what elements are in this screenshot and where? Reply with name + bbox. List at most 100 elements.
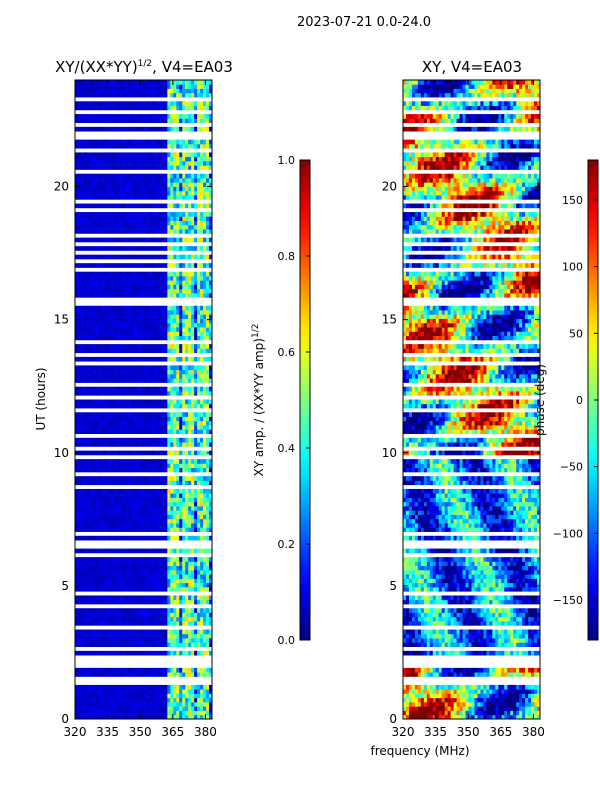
heat-cell [167, 480, 171, 486]
heat-cell [80, 416, 85, 422]
heat-cell [191, 701, 195, 707]
heat-cell [137, 557, 141, 562]
heat-cell [209, 331, 213, 336]
heat-cell [75, 420, 79, 426]
heat-cell [80, 152, 85, 158]
heat-cell [149, 506, 153, 511]
heat-cell [191, 612, 195, 618]
heat-cell [197, 667, 201, 673]
heat-cell [98, 284, 103, 290]
heat-cell [188, 369, 192, 375]
heat-cell [116, 348, 121, 354]
heat-cell [83, 390, 88, 396]
heat-cell [206, 569, 210, 575]
heat-cell [107, 182, 112, 187]
heat-cell [203, 182, 207, 187]
heat-cell [158, 582, 162, 588]
heat-cell [155, 523, 159, 528]
heat-cell [197, 633, 201, 639]
heat-cell [101, 574, 106, 579]
heat-cell [122, 284, 127, 290]
heat-cell [200, 327, 204, 332]
heat-cell [146, 186, 150, 192]
heat-cell [164, 186, 168, 192]
heat-cell [119, 561, 124, 567]
heat-cell [167, 101, 171, 106]
heat-cell [92, 88, 97, 94]
heat-cell [161, 177, 165, 183]
heat-cell [131, 684, 135, 690]
heat-cell [158, 693, 162, 699]
heat-cell [185, 412, 189, 417]
heat-cell [146, 177, 150, 183]
heat-cell [152, 476, 156, 481]
heat-cell [119, 442, 124, 447]
heat-cell [83, 569, 88, 575]
heat-cell [95, 105, 100, 111]
heat-cell [92, 667, 97, 673]
heat-cell [137, 701, 141, 707]
heat-cell [80, 263, 85, 268]
heat-cell [107, 642, 112, 647]
heat-cell [164, 327, 168, 332]
heat-cell [179, 280, 183, 285]
heat-cell [194, 88, 198, 94]
heat-cell [149, 275, 153, 281]
heat-cell [209, 105, 213, 111]
heat-cell [155, 263, 159, 268]
heat-cell [104, 246, 109, 251]
heat-cell [161, 480, 165, 486]
heat-cell [161, 229, 165, 234]
heat-cell [116, 386, 121, 392]
heat-cell [194, 186, 198, 192]
heat-cell [188, 322, 192, 328]
heat-cell [104, 488, 109, 494]
heat-cell [158, 390, 162, 396]
heat-cell [98, 548, 103, 554]
heat-cell [143, 684, 147, 690]
heat-cell [107, 442, 112, 447]
heat-cell [77, 165, 82, 170]
heat-cell [92, 595, 97, 601]
heat-cell [89, 284, 94, 290]
heat-cell [203, 280, 207, 285]
heat-cell [80, 548, 85, 554]
heat-cell [179, 399, 183, 405]
heat-cell [152, 156, 156, 162]
heat-cell [125, 493, 130, 498]
heat-cell [194, 412, 198, 417]
heat-cell [194, 263, 198, 268]
heat-cell [185, 595, 189, 601]
heat-cell [128, 143, 132, 149]
heat-cell [80, 310, 85, 315]
heat-cell [104, 152, 109, 158]
heat-cell [86, 488, 91, 494]
heat-cell [125, 173, 130, 179]
heat-cell [134, 92, 138, 98]
heat-cell [77, 714, 82, 720]
heat-cell [149, 582, 153, 588]
heat-cell [194, 420, 198, 426]
heat-cell [137, 467, 141, 473]
heat-cell [75, 416, 79, 422]
heat-cell [146, 114, 150, 119]
heat-cell [200, 442, 204, 447]
heat-cell [146, 608, 150, 613]
heat-cell [149, 535, 153, 541]
heat-cell [206, 638, 210, 643]
heat-cell [104, 386, 109, 392]
heat-cell [170, 126, 174, 132]
heat-cell [200, 642, 204, 647]
heat-cell [101, 569, 106, 575]
heat-cell [89, 586, 94, 592]
heat-cell [77, 689, 82, 694]
heat-cell [137, 224, 141, 230]
heat-cell [83, 633, 88, 639]
heat-cell [89, 237, 94, 243]
heat-cell [206, 356, 210, 362]
heat-cell [167, 501, 171, 507]
heat-cell [158, 612, 162, 618]
heat-cell [188, 373, 192, 379]
heat-cell [116, 586, 121, 592]
heat-cell [182, 425, 186, 430]
